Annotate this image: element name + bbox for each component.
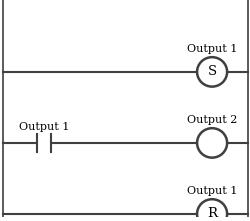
- Text: Output 2: Output 2: [186, 115, 236, 125]
- Text: Output 1: Output 1: [19, 122, 69, 132]
- Text: R: R: [206, 208, 216, 220]
- Text: S: S: [207, 65, 216, 78]
- Text: Output 1: Output 1: [186, 44, 236, 54]
- Text: Output 1: Output 1: [186, 186, 236, 196]
